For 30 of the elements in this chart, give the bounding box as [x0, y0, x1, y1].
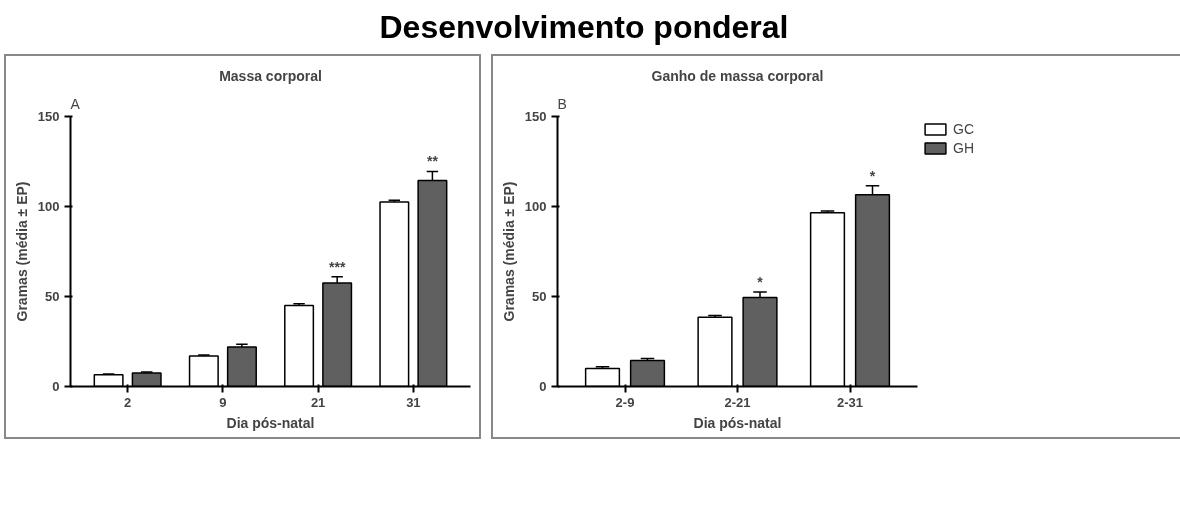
- y-tick-label: 100: [37, 199, 60, 214]
- legend-label: GH: [953, 140, 975, 156]
- y-axis-title: Gramas (média ± EP): [500, 181, 517, 322]
- text: A: [70, 95, 81, 112]
- y-tick-label: 0: [539, 379, 547, 394]
- data-label: *: [869, 167, 876, 184]
- chart-title: Ganho de massa corporal: [651, 67, 824, 84]
- legend-label: GC: [953, 121, 975, 137]
- x-tick-label: 31: [406, 394, 421, 410]
- y-tick-label: 0: [52, 379, 60, 394]
- data-label: **: [426, 153, 439, 170]
- y-tick-label: 150: [37, 109, 60, 124]
- x-axis-title: Dia pós-natal: [693, 414, 782, 431]
- y-tick-label: 150: [524, 109, 547, 124]
- x-tick-label: 21: [310, 394, 326, 410]
- chart-subtitle: Massa corporal: [219, 67, 322, 84]
- text: Desenvolvimento ponderal: [379, 8, 789, 47]
- y-tick-label: 100: [524, 199, 547, 214]
- data-label: *: [757, 274, 764, 290]
- x-tick-label: 2-9: [615, 394, 635, 410]
- data-label: ***: [328, 258, 346, 275]
- x-tick-label: 9: [219, 394, 227, 410]
- x-tick-label: 2-21: [724, 394, 751, 410]
- x-tick-label: 2: [124, 394, 132, 410]
- y-tick-label: 50: [45, 289, 60, 304]
- x-axis-title: Dia pós-natal: [226, 414, 315, 431]
- x-tick-label: 2-31: [836, 394, 864, 410]
- text: B: [557, 95, 567, 112]
- y-tick-label: 50: [532, 289, 547, 304]
- y-axis-title: Gramas (média ± EP): [13, 181, 30, 322]
